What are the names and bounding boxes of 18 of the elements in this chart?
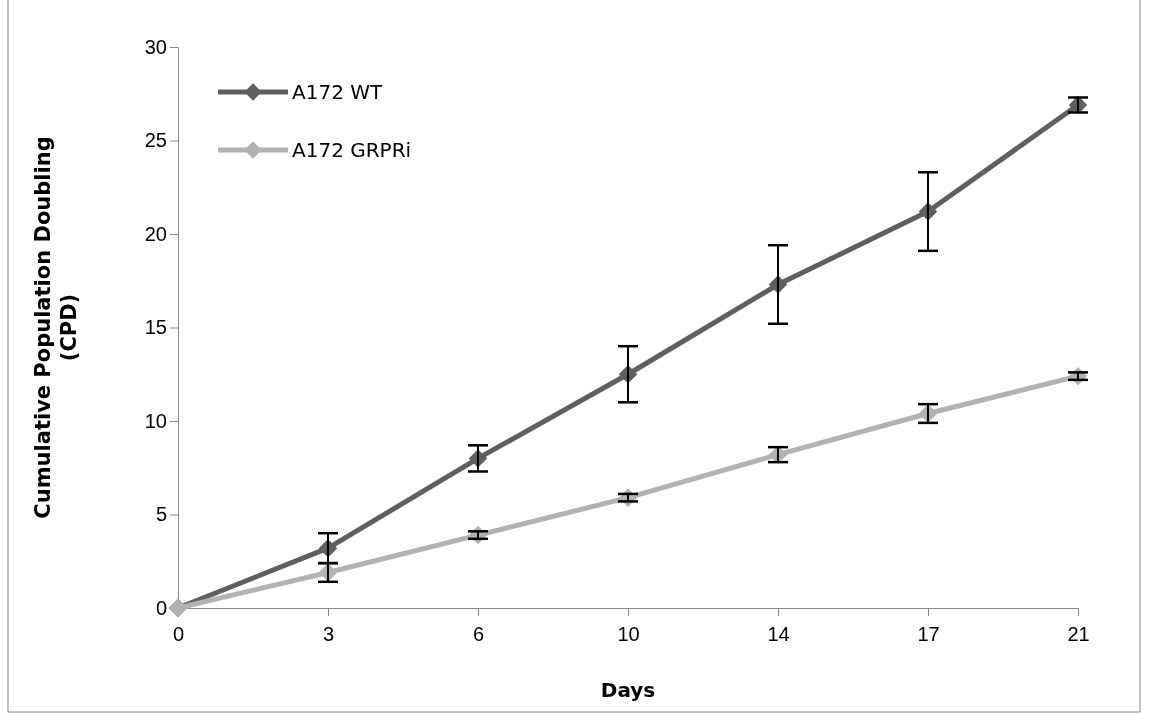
x-tick-label: 17 bbox=[917, 623, 940, 645]
x-tick-label: 10 bbox=[617, 623, 640, 645]
y-tick-label: 10 bbox=[144, 409, 167, 432]
x-tick-label: 3 bbox=[322, 623, 335, 645]
legend-label: A172 WT bbox=[292, 80, 383, 104]
y-tick-label: 25 bbox=[144, 129, 167, 152]
y-tick-label: 30 bbox=[144, 35, 167, 58]
x-tick-label: 6 bbox=[472, 623, 485, 645]
x-tick-label: 0 bbox=[172, 623, 185, 645]
x-tick-label: 14 bbox=[767, 623, 790, 645]
x-tick-label: 21 bbox=[1067, 623, 1090, 645]
y-tick-label: 20 bbox=[144, 222, 167, 245]
y-tick-label: 15 bbox=[144, 316, 167, 339]
y-tick-label: 5 bbox=[155, 503, 167, 526]
x-axis-title: Days bbox=[600, 678, 656, 702]
y-axis-title: Cumulative Population Doubling (CPD) bbox=[31, 136, 82, 519]
y-tick-label: 0 bbox=[155, 596, 167, 619]
legend-label: A172 GRPRi bbox=[292, 138, 412, 162]
